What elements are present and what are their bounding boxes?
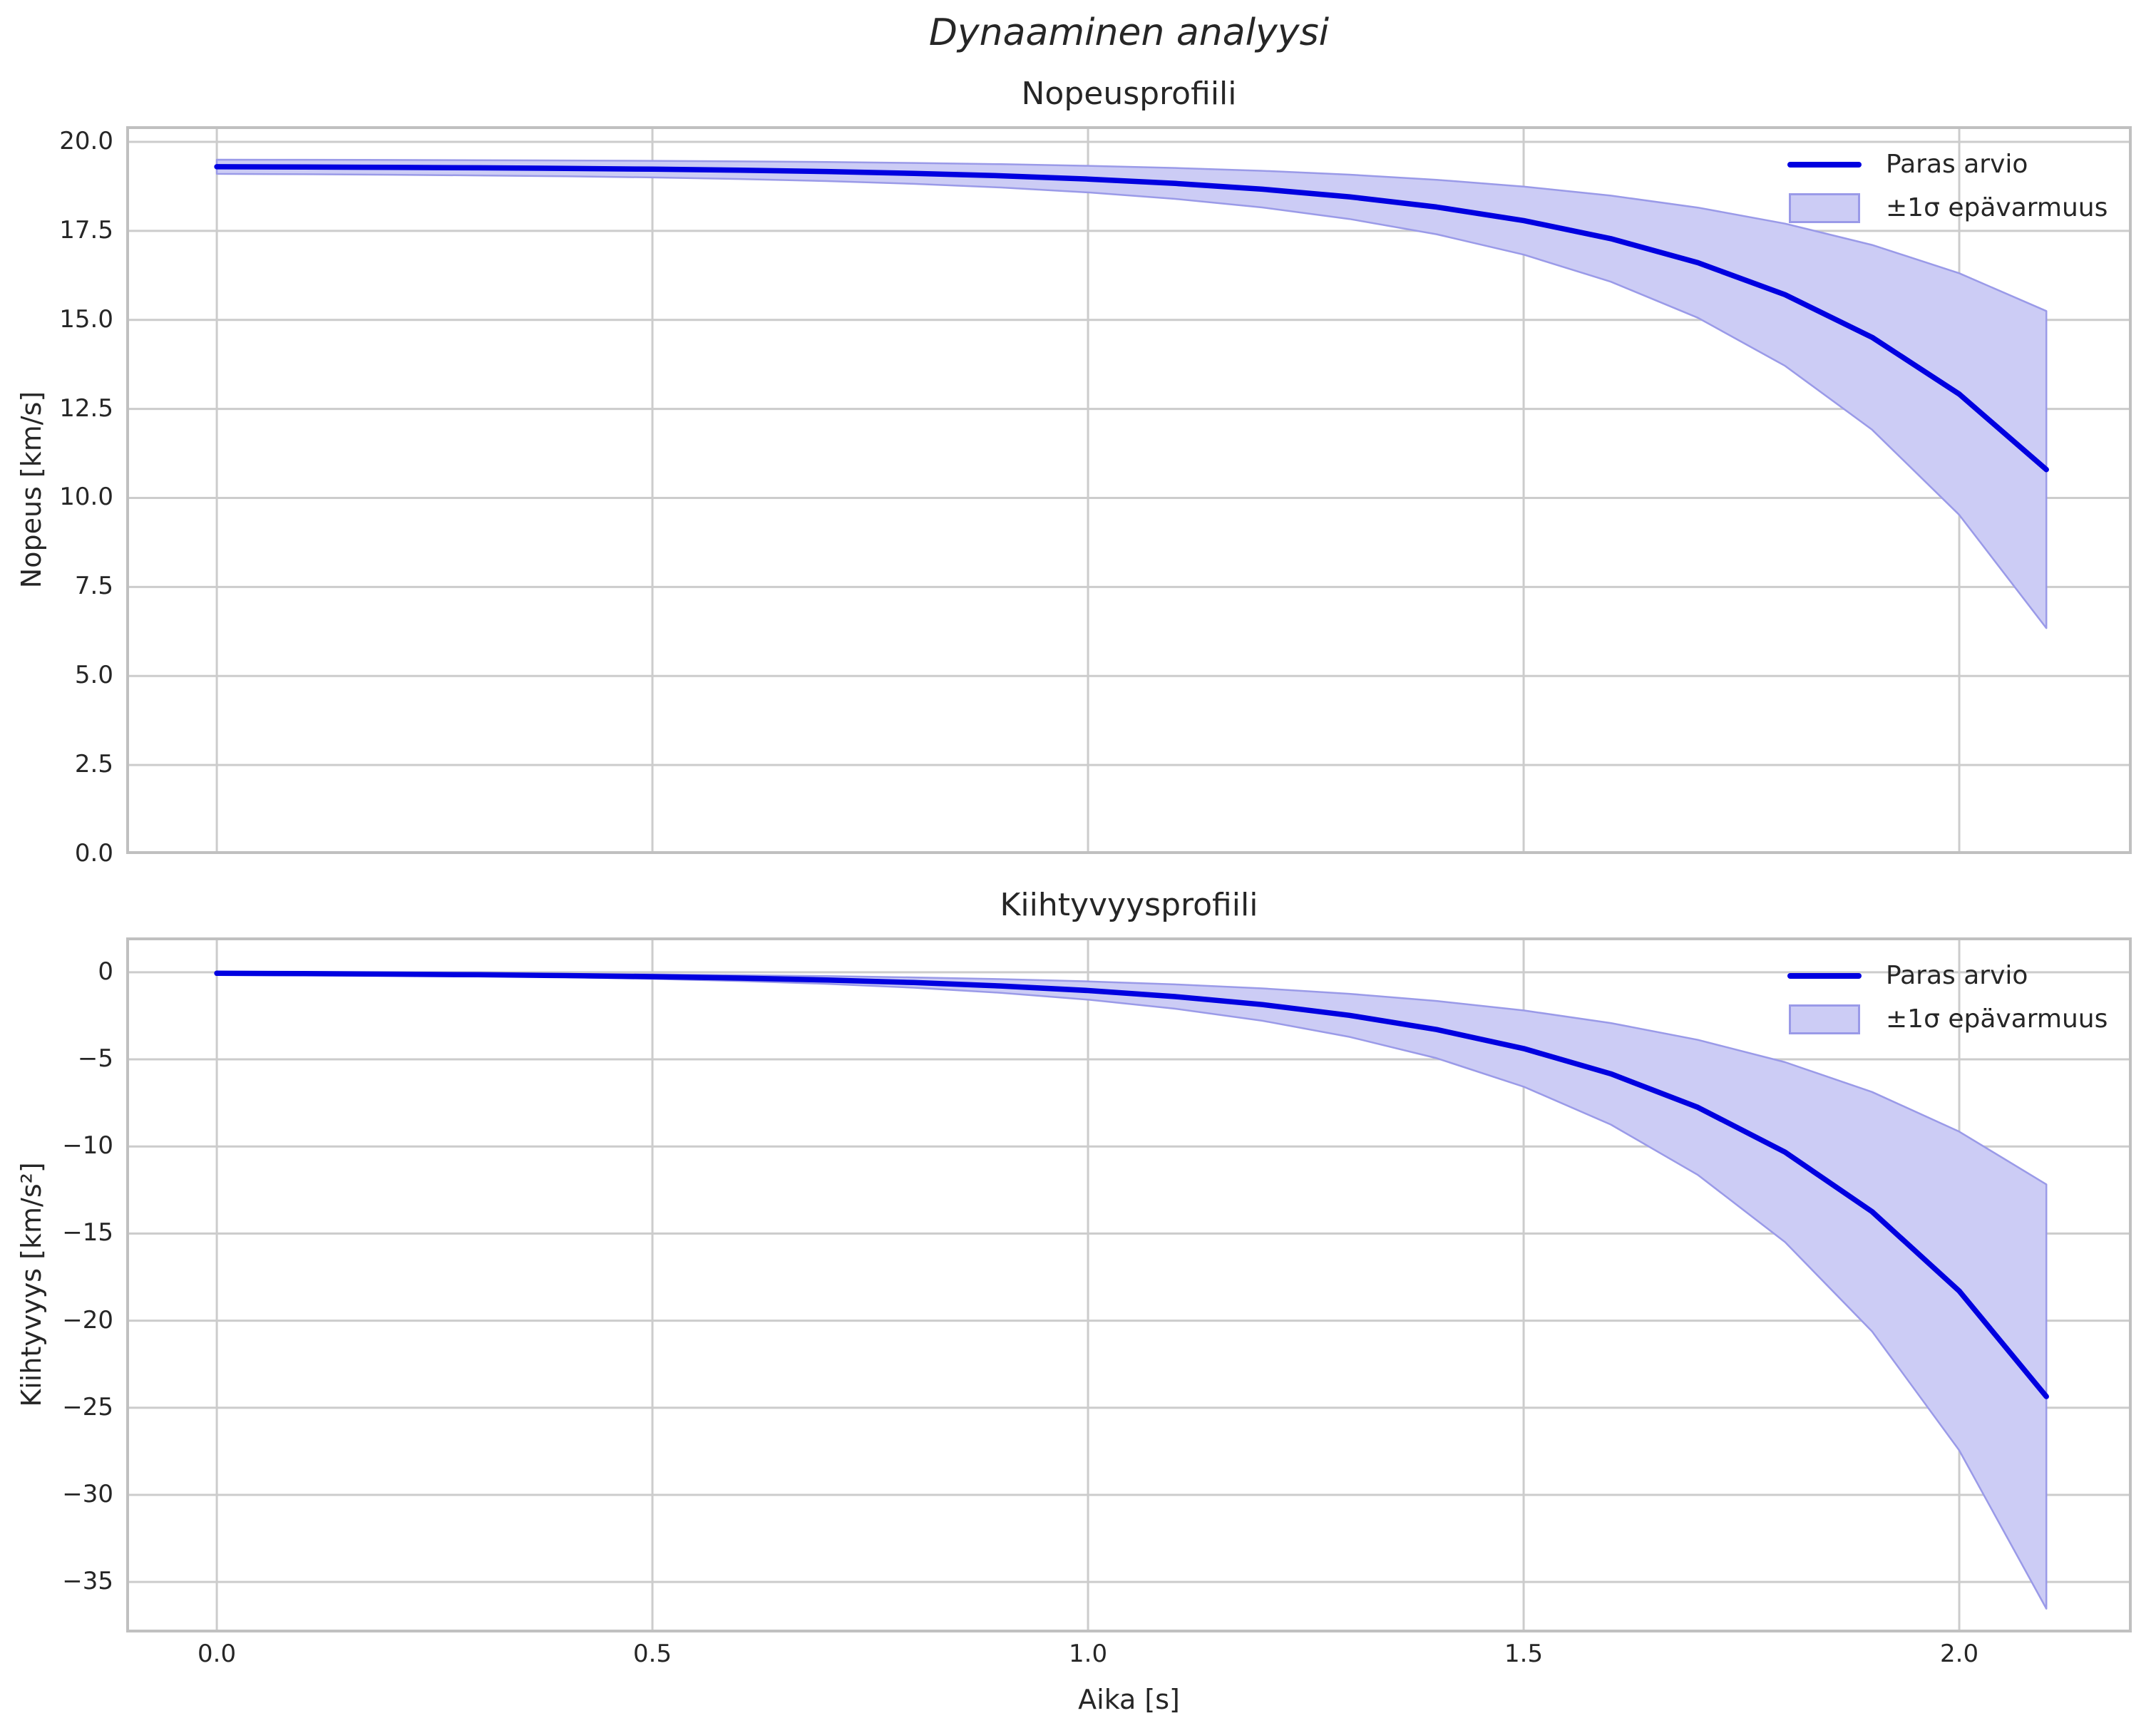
acceleration-chart (126, 937, 2132, 1632)
y-tick-label: 0.0 (74, 839, 113, 868)
acceleration-y-axis-label: Kiihtyvyys [km/s²] (16, 1162, 47, 1407)
y-tick-label: −10 (62, 1131, 113, 1161)
y-tick-label: −15 (62, 1218, 113, 1248)
best-estimate-line (214, 970, 2049, 1399)
x-tick-label: 1.5 (1504, 1640, 1544, 1668)
y-tick-label: −25 (62, 1392, 113, 1421)
y-tick-label: 0 (98, 957, 113, 986)
y-tick-label: 10.0 (59, 483, 113, 512)
figure-title: Dynaaminen analyysi (928, 11, 1330, 54)
velocity-legend: Paras arvio ±1σ epävarmuus (1787, 143, 2122, 230)
y-tick-label: 15.0 (59, 304, 113, 334)
legend-entry-uncertainty: ±1σ epävarmuus (1787, 997, 2122, 1041)
y-tick-label: 5.0 (74, 661, 113, 690)
legend-line-swatch (1787, 972, 1862, 979)
best-estimate-line (214, 164, 2049, 473)
axes-frame (126, 126, 2132, 854)
legend-label: Paras arvio (1886, 961, 2028, 990)
y-tick-label: 2.5 (74, 750, 113, 779)
y-tick-label: −30 (62, 1479, 113, 1508)
x-tick-label: 0.5 (633, 1640, 672, 1668)
axes-frame (126, 937, 2132, 1632)
y-tick-label: 7.5 (74, 572, 113, 601)
y-tick-label: 12.5 (59, 394, 113, 423)
legend-band-swatch (1787, 192, 1862, 223)
y-tick-label: 17.5 (59, 215, 113, 245)
x-tick-label: 1.0 (1069, 1640, 1108, 1668)
legend-line-swatch (1787, 161, 1862, 168)
legend-entry-best-estimate: Paras arvio (1787, 143, 2122, 186)
x-axis-label: Aika [s] (1078, 1684, 1180, 1715)
acceleration-legend: Paras arvio ±1σ epävarmuus (1787, 954, 2122, 1041)
y-tick-label: −35 (62, 1567, 113, 1596)
x-tick-label: 0.0 (197, 1640, 237, 1668)
uncertainty-band (215, 158, 2048, 629)
legend-entry-best-estimate: Paras arvio (1787, 954, 2122, 997)
y-tick-label: 20.0 (59, 126, 113, 155)
y-tick-label: −5 (77, 1044, 113, 1074)
legend-band-swatch (1787, 1004, 1862, 1034)
legend-label: Paras arvio (1886, 150, 2028, 179)
legend-label: ±1σ epävarmuus (1886, 193, 2108, 222)
uncertainty-band (215, 972, 2048, 1610)
velocity-plot-title: Nopeusprofiili (1021, 76, 1237, 112)
legend-entry-uncertainty: ±1σ epävarmuus (1787, 186, 2122, 230)
acceleration-plot-title: Kiihtyvyysprofiili (1000, 887, 1258, 923)
legend-label: ±1σ epävarmuus (1886, 1004, 2108, 1034)
x-tick-label: 2.0 (1940, 1640, 1979, 1668)
y-tick-label: −20 (62, 1305, 113, 1334)
velocity-chart (126, 126, 2132, 854)
